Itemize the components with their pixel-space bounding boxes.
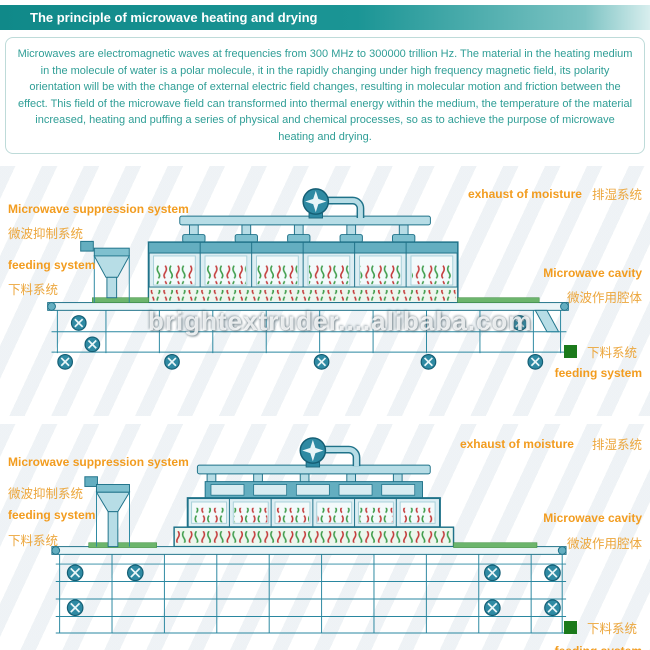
label-suppression-cn: 微波抑制系统 (8, 227, 84, 241)
intro-text: Microwaves are electromagnetic waves at … (17, 48, 633, 143)
conveyor-belt (47, 297, 569, 333)
label-cavity-en: Microwave cavity (543, 511, 642, 525)
discharge-marker (563, 345, 577, 358)
label-feeding-en: feeding system (8, 258, 96, 272)
page: The principle of microwave heating and d… (0, 5, 650, 650)
microwave-cavity-body (147, 241, 459, 304)
blower-fan-icon (299, 437, 361, 468)
exhaust-duct-icon (179, 215, 431, 243)
machine-frame (51, 310, 567, 354)
label-cavity-en: Microwave cavity (543, 266, 642, 280)
diagram-side-view: brightextruder....alibaba.com Microwave … (0, 166, 650, 416)
label-cavity-cn: 微波作用腔体 (566, 537, 642, 551)
label-suppression-cn: 微波抑制系统 (8, 487, 84, 501)
label-suppression-en: Microwave suppression system (8, 202, 189, 216)
label-exhaust-en: exhaust of moisture (467, 186, 582, 201)
diagram-front-view: exhaust of moisture 排湿系统 Microwave suppr… (0, 424, 650, 650)
discharge-marker (563, 621, 577, 634)
feeding-hopper-icon (84, 476, 131, 548)
label-feeding-cn: 下料系统 (8, 283, 59, 297)
label-exhaust: exhaust of moisture 排湿系统 (460, 434, 642, 453)
machine-illustration-front-view (51, 437, 567, 634)
label-discharge-cn: 下料系统 (586, 622, 637, 636)
page-title-bar: The principle of microwave heating and d… (0, 5, 650, 30)
label-exhaust-en: exhaust of moisture (459, 436, 574, 451)
label-exhaust-cn: 排湿系统 (591, 438, 642, 452)
exhaust-duct-icon (196, 464, 431, 485)
label-exhaust: exhaust of moisture 排湿系统 (468, 184, 642, 203)
label-suppression-en: Microwave suppression system (8, 455, 189, 469)
label-discharge: 下料系统 (563, 342, 637, 361)
label-discharge-cn: 下料系统 (586, 346, 637, 360)
label-discharge-en: feeding system (554, 366, 642, 380)
intro-text-box: Microwaves are electromagnetic waves at … (5, 37, 645, 154)
machine-illustration-side-view (47, 188, 569, 370)
watermark: brightextruder....alibaba.com (148, 306, 533, 336)
label-feeding-en: feeding system (8, 508, 96, 522)
label-feeding-cn: 下料系统 (8, 534, 59, 548)
page-title: The principle of microwave heating and d… (30, 10, 318, 25)
label-discharge-en: feeding system (555, 644, 642, 650)
feeding-hopper-icon (80, 240, 131, 303)
caster-wheel-icons (66, 564, 562, 617)
blower-fan-icon (302, 188, 365, 219)
label-cavity-cn: 微波作用腔体 (566, 291, 642, 305)
label-discharge: 下料系统 (563, 618, 637, 637)
microwave-cavity-body (173, 481, 455, 548)
machine-frame (55, 554, 567, 634)
label-exhaust-cn: 排湿系统 (591, 188, 642, 202)
